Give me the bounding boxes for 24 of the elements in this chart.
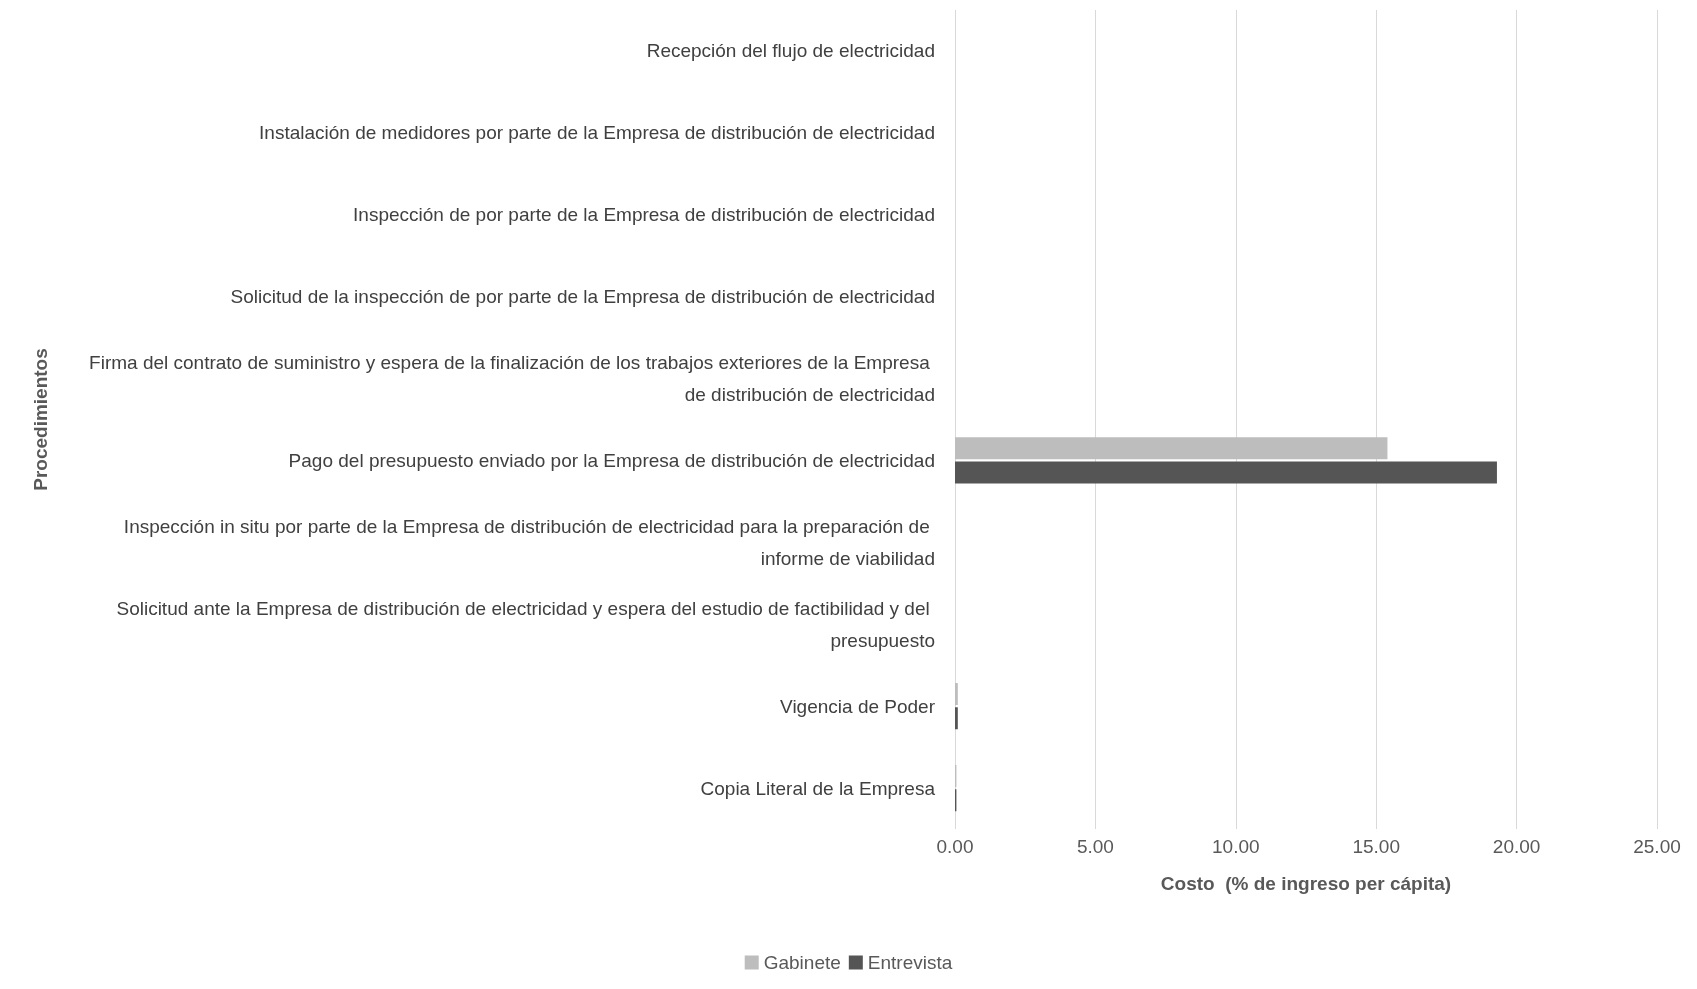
x-tick-label: 20.00 [1492,836,1541,857]
x-tick-label: 0.00 [936,836,974,857]
bar [955,683,958,706]
y-tick-label: Recepción del flujo de electricidad [646,40,935,62]
x-tick-label: 15.00 [1352,836,1400,857]
y-tick-label: Firma del contrato de suministro y espera de la finalización de los trabajos exteriores de la Empresa de distribución de electricidad [89,352,935,406]
y-tick-label: Copia Literal de la Empresa [700,777,936,799]
y-tick-label: Pago del presupuesto enviado por la Empresa de distribución de electricidad [288,449,935,471]
y-tick-label: Inspección de por parte de la Empresa de distribución de electricidad [353,204,935,226]
y-tick-label: Solicitud de la inspección de por parte de la Empresa de distribución de electricidad [230,286,935,308]
legend-label: Gabinete [763,952,841,973]
bar [955,461,1497,484]
x-axis-title: Costo (% de ingreso per cápita) [1160,873,1452,894]
y-tick-label: Solicitud ante la Empresa de distribución de electricidad y espera del estudio de factibilidad y del presupuesto [116,597,935,651]
bar [955,707,958,730]
x-tick-label: 25.00 [1633,836,1681,857]
x-tick-label: 5.00 [1076,836,1114,857]
legend-label: Entrevista [867,952,953,973]
y-tick-label: Instalación de medidores por parte de la Empresa de distribución de electricidad [259,122,935,144]
y-tick-label: Vigencia de Poder [780,695,936,717]
bar [955,437,1388,460]
y-axis-title: Procedimientos [30,348,51,491]
y-tick-label: Inspección in situ por parte de la Empresa de distribución de electricidad para la preparación de informe de viabilidad [123,515,935,569]
x-tick-label: 10.00 [1212,836,1260,857]
